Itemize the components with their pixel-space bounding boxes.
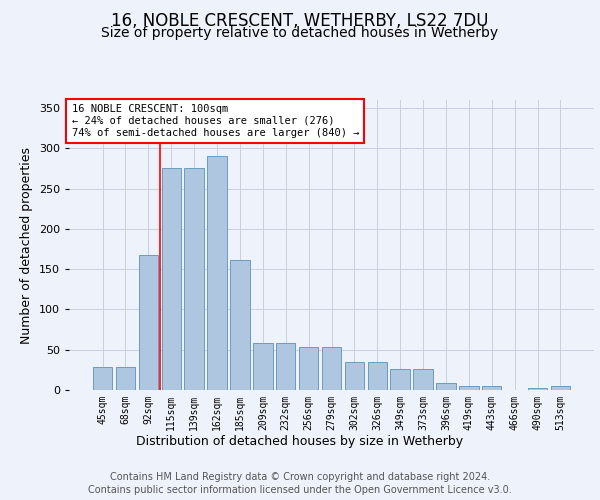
Bar	[139, 256, 158, 390]
Text: Distribution of detached houses by size in Wetherby: Distribution of detached houses by size …	[136, 435, 464, 448]
Bar	[299, 348, 319, 390]
Bar	[368, 362, 387, 390]
Bar	[208, 156, 227, 390]
Bar	[413, 369, 433, 390]
Bar	[391, 369, 410, 390]
Bar	[436, 383, 455, 390]
Bar	[459, 386, 479, 390]
Bar	[322, 348, 341, 390]
Bar	[528, 388, 547, 390]
Bar	[253, 344, 272, 390]
Bar	[344, 362, 364, 390]
Text: Contains public sector information licensed under the Open Government Licence v3: Contains public sector information licen…	[88, 485, 512, 495]
Bar	[482, 386, 502, 390]
Bar	[230, 260, 250, 390]
Bar	[276, 344, 295, 390]
Bar	[184, 168, 204, 390]
Bar	[551, 386, 570, 390]
Text: 16, NOBLE CRESCENT, WETHERBY, LS22 7DU: 16, NOBLE CRESCENT, WETHERBY, LS22 7DU	[111, 12, 489, 30]
Text: 16 NOBLE CRESCENT: 100sqm
← 24% of detached houses are smaller (276)
74% of semi: 16 NOBLE CRESCENT: 100sqm ← 24% of detac…	[71, 104, 359, 138]
Bar	[93, 366, 112, 390]
Y-axis label: Number of detached properties: Number of detached properties	[20, 146, 33, 344]
Bar	[161, 168, 181, 390]
Text: Contains HM Land Registry data © Crown copyright and database right 2024.: Contains HM Land Registry data © Crown c…	[110, 472, 490, 482]
Text: Size of property relative to detached houses in Wetherby: Size of property relative to detached ho…	[101, 26, 499, 40]
Bar	[116, 366, 135, 390]
